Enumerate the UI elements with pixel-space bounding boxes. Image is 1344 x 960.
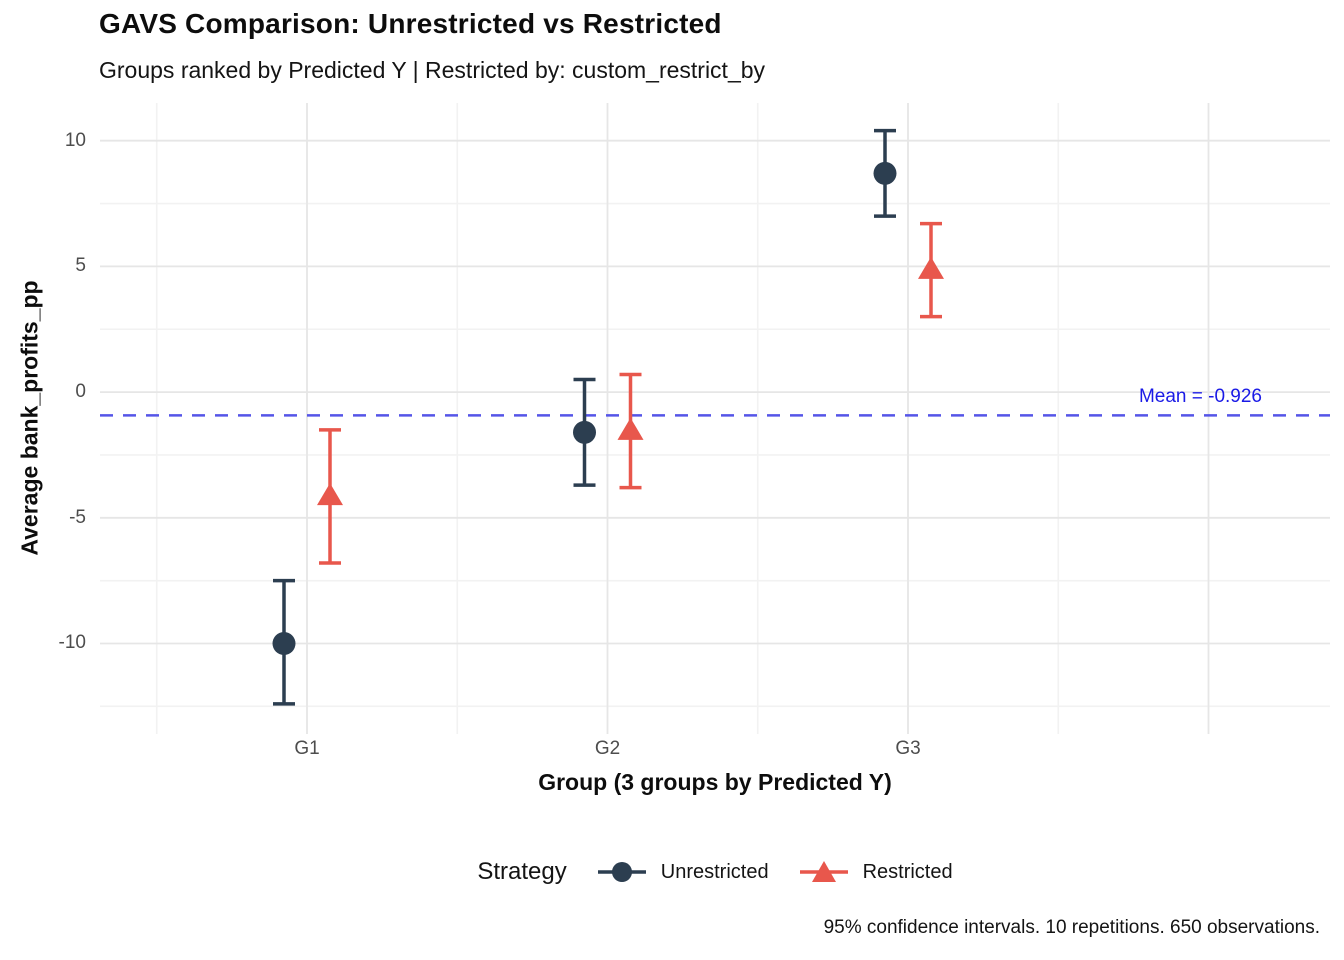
- pointrange-unrestricted-G2: [573, 377, 596, 487]
- legend: Strategy Unrestricted Restricted: [100, 849, 1330, 895]
- y-tick-label: -5: [69, 506, 86, 528]
- pointrange-restricted-G3: [918, 221, 944, 319]
- chart-title: GAVS Comparison: Unrestricted vs Restric…: [99, 8, 722, 39]
- point-marker-triangle: [617, 417, 644, 440]
- y-tick-label: 5: [75, 255, 86, 277]
- point-marker-triangle: [918, 256, 944, 279]
- x-axis-title: Group (3 groups by Predicted Y): [538, 769, 892, 795]
- chart-caption: 95% confidence intervals. 10 repetitions…: [823, 917, 1320, 938]
- legend-title: Strategy: [477, 858, 567, 885]
- pointrange-restricted-G2: [617, 372, 644, 490]
- x-tick-label: G1: [294, 738, 320, 759]
- y-tick-label: 10: [64, 129, 86, 151]
- point-marker-circle: [873, 161, 897, 185]
- legend-item-restricted[interactable]: Restricted: [797, 857, 953, 887]
- legend-label-restricted: Restricted: [862, 860, 953, 883]
- point-marker-circle: [272, 631, 296, 655]
- point-marker-circle: [573, 420, 596, 444]
- x-tick-label: G2: [594, 738, 621, 759]
- y-tick-label: 0: [75, 381, 86, 403]
- pointrange-restricted-G1: [317, 428, 343, 565]
- point-marker-triangle: [317, 483, 343, 506]
- pointrange-unrestricted-G3: [873, 128, 897, 218]
- x-tick-label: G3: [895, 738, 921, 759]
- chart-subtitle: Groups ranked by Predicted Y | Restricte…: [99, 57, 766, 83]
- y-tick-label: -10: [58, 632, 86, 654]
- unrestricted-key-icon: [597, 862, 646, 882]
- pointrange-unrestricted-G1: [272, 578, 296, 706]
- legend-label-unrestricted: Unrestricted: [660, 860, 769, 883]
- legend-item-unrestricted[interactable]: Unrestricted: [595, 857, 769, 887]
- mean-label: Mean = -0.926: [1138, 386, 1262, 407]
- restricted-key-icon: [799, 861, 848, 882]
